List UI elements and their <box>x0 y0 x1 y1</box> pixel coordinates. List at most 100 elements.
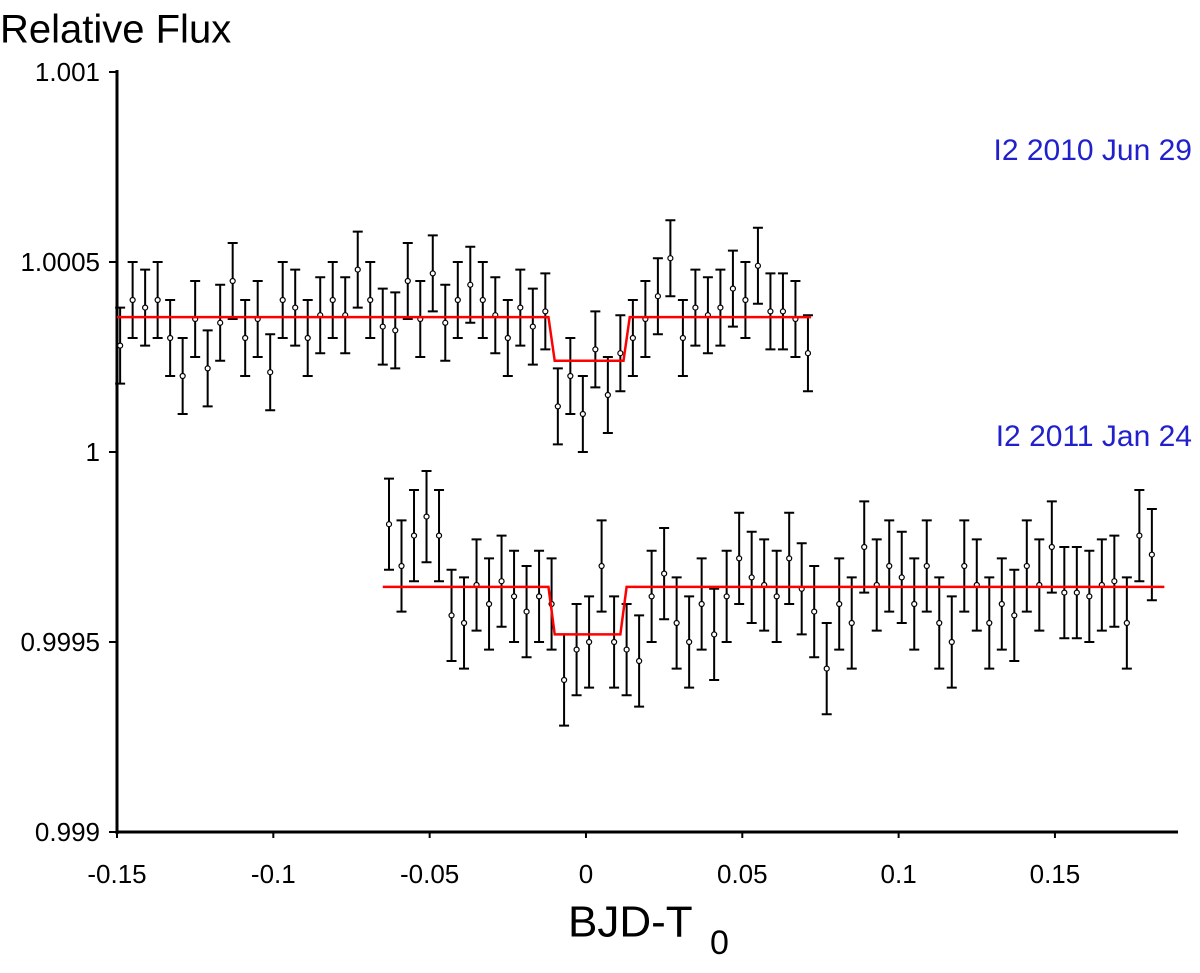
data-point <box>229 277 236 285</box>
data-point <box>598 562 605 570</box>
data-point <box>154 296 161 304</box>
data-point <box>592 346 599 353</box>
y-tick-label: 0.999 <box>35 817 100 847</box>
data-point <box>560 676 568 684</box>
data-point <box>679 334 686 342</box>
data-point <box>129 296 136 304</box>
data-point <box>998 600 1005 608</box>
series-label: I2 2010 Jun 29 <box>993 134 1192 167</box>
data-point <box>142 304 149 311</box>
data-point <box>623 646 630 653</box>
data-point <box>779 308 787 315</box>
data-point <box>861 543 868 551</box>
data-point <box>398 562 405 570</box>
data-point <box>1073 589 1080 596</box>
data-point <box>1061 589 1068 596</box>
data-point <box>848 619 855 627</box>
data-point <box>367 296 374 304</box>
data-point <box>786 555 793 562</box>
data-point <box>1123 619 1130 627</box>
data-point <box>410 532 418 539</box>
data-point <box>961 562 968 570</box>
data-point <box>167 334 174 342</box>
data-point <box>804 350 812 357</box>
model-line <box>117 315 812 363</box>
data-point <box>279 296 286 304</box>
data-point <box>736 555 743 562</box>
data-point <box>823 665 830 672</box>
x-tick-label: 0 <box>579 859 593 889</box>
data-point <box>535 593 543 600</box>
data-point <box>510 593 518 600</box>
x-tick-label: 0.1 <box>881 859 917 889</box>
data-point <box>542 308 549 315</box>
data-point <box>611 638 618 646</box>
data-point <box>654 293 661 300</box>
data-point <box>304 334 311 342</box>
data-point <box>629 334 636 342</box>
chart-title: Relative Flux <box>0 8 231 52</box>
data-point <box>767 308 774 315</box>
data-point <box>479 296 486 304</box>
model-line <box>382 585 1165 636</box>
data-point <box>617 350 624 357</box>
data-point <box>1111 578 1118 585</box>
data-point <box>485 600 493 608</box>
data-point <box>748 574 755 581</box>
data-point <box>435 532 443 539</box>
data-point <box>460 619 468 627</box>
data-point <box>1023 562 1030 570</box>
data-point <box>936 619 943 627</box>
data-point <box>898 574 905 581</box>
data-point <box>354 266 361 273</box>
data-point <box>1136 532 1143 539</box>
data-point <box>773 593 780 600</box>
data-point <box>573 646 580 653</box>
data-point <box>711 631 718 638</box>
data-point <box>385 521 393 528</box>
data-point <box>1011 612 1018 619</box>
data-point <box>523 608 530 615</box>
data-point <box>442 319 449 326</box>
data-point <box>698 600 705 608</box>
y-tick-label: 1 <box>86 437 100 467</box>
data-point <box>886 562 893 570</box>
data-point <box>567 372 574 380</box>
x-tick-label: -0.05 <box>400 859 459 889</box>
x-tick-label: -0.15 <box>87 859 146 889</box>
data-point <box>729 285 737 292</box>
data-point <box>604 391 611 399</box>
data-point <box>579 410 586 418</box>
data-point <box>467 281 474 288</box>
data-point <box>242 334 249 342</box>
data-point <box>117 342 124 349</box>
data-point <box>529 323 536 330</box>
data-point <box>379 323 386 330</box>
data-point <box>204 365 211 372</box>
data-point <box>648 593 655 600</box>
data-point <box>429 270 436 277</box>
x-tick-label: 0.05 <box>717 859 768 889</box>
data-point <box>661 570 668 577</box>
data-point <box>392 327 399 334</box>
data-point <box>636 657 643 665</box>
y-tick-label: 1.0005 <box>20 247 100 277</box>
data-point <box>923 562 930 570</box>
x-tick-label: 0.15 <box>1030 859 1081 889</box>
data-point <box>692 304 699 311</box>
data-point <box>742 296 749 304</box>
data-point <box>911 600 918 608</box>
data-point <box>585 638 593 646</box>
data-point <box>754 262 762 269</box>
data-point <box>1048 543 1055 551</box>
data-point <box>723 593 730 600</box>
x-tick-label: -0.1 <box>251 859 296 889</box>
data-point <box>717 304 724 311</box>
data-point <box>986 619 993 627</box>
data-point <box>217 319 224 326</box>
data-point <box>667 255 674 262</box>
data-point <box>673 619 680 627</box>
data-point <box>423 513 430 520</box>
data-point <box>836 600 843 608</box>
